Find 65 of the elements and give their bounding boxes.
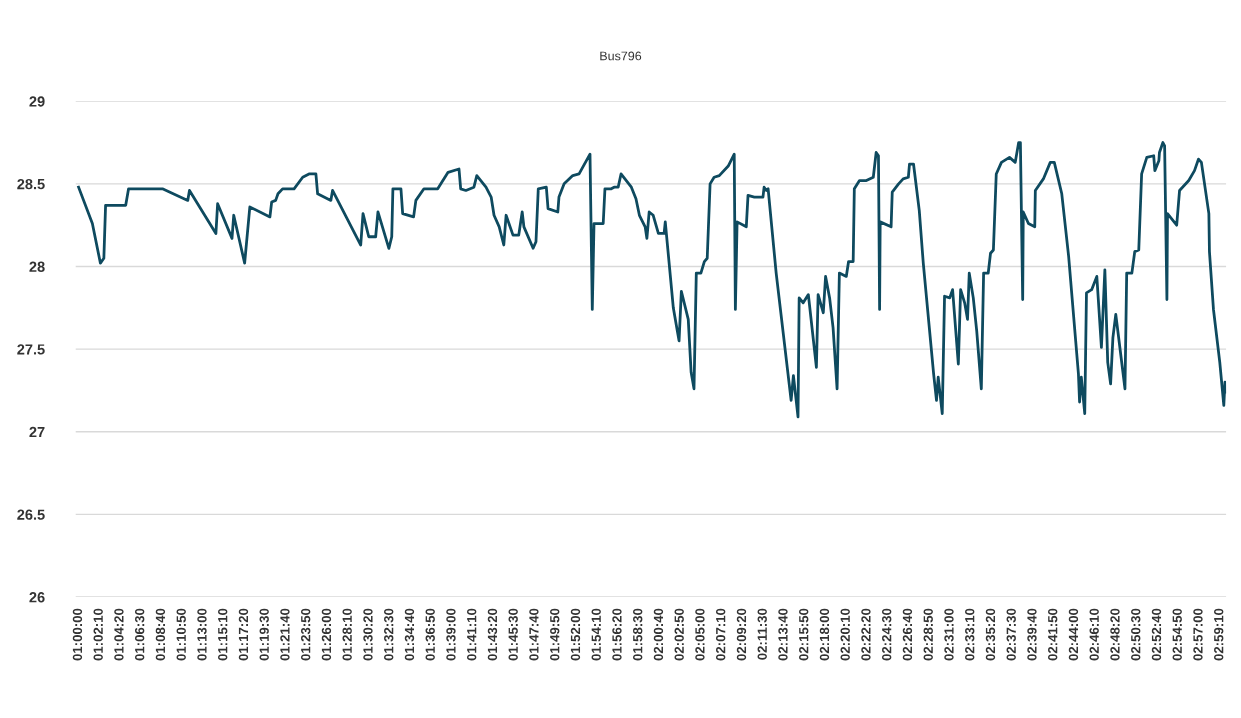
x-tick-label: 01:00:00 (72, 608, 83, 661)
x-tick-label: 01:49:50 (550, 608, 560, 661)
x-tick-label: 02:13:40 (778, 608, 788, 661)
x-tick-label: 01:54:10 (591, 608, 601, 661)
x-tick-label: 01:17:20 (238, 608, 249, 661)
chart-title: Bus796 (600, 51, 642, 61)
x-tick-label: 02:50:30 (1131, 608, 1141, 661)
x-tick-label: 01:36:50 (425, 608, 435, 661)
line-series (77, 141, 1227, 419)
x-tick-label: 02:35:20 (985, 608, 996, 661)
x-tick-label: 02:22:20 (861, 608, 871, 661)
x-tick-label: 01:58:30 (633, 608, 643, 661)
x-tick-label: 01:21:40 (280, 608, 290, 661)
x-tick-label: 01:32:30 (384, 608, 394, 661)
x-tick-label: 02:37:30 (1006, 608, 1016, 661)
x-tick-label: 01:43:20 (487, 608, 498, 661)
y-tick-label: 26.5 (17, 509, 45, 520)
x-tick-label: 02:09:20 (736, 608, 747, 661)
x-tick-label: 02:20:10 (840, 608, 850, 661)
x-tick-label: 01:47:40 (529, 608, 539, 661)
x-tick-label: 01:41:10 (467, 608, 477, 661)
x-tick-label: 01:04:20 (114, 608, 124, 661)
y-tick-label: 27.5 (17, 344, 45, 355)
x-tick-label: 01:52:00 (570, 608, 581, 661)
x-tick-label: 01:56:20 (612, 608, 622, 661)
y-tick-label: 28.5 (17, 178, 45, 190)
x-tick-label: 02:07:10 (716, 608, 726, 661)
x-tick-label: 01:39:00 (446, 608, 456, 661)
x-tick-label: 02:59:10 (1214, 608, 1224, 661)
x-tick-label: 01:28:10 (342, 608, 352, 661)
y-tick-label: 28 (29, 261, 45, 272)
x-tick-label: 02:05:00 (695, 608, 705, 661)
x-tick-label: 01:30:20 (363, 608, 373, 661)
x-tick-label: 02:15:50 (799, 608, 809, 661)
x-tick-label: 02:41:50 (1048, 608, 1058, 661)
x-tick-label: 02:57:00 (1193, 608, 1203, 661)
x-tick-label: 02:26:40 (902, 608, 913, 661)
x-tick-label: 02:18:00 (819, 608, 830, 661)
x-tick-label: 02:24:30 (882, 608, 892, 661)
x-tick-label: 01:06:30 (135, 608, 145, 661)
x-tick-label: 01:45:30 (508, 608, 518, 661)
x-tick-label: 02:48:20 (1110, 608, 1120, 661)
x-tick-label: 02:39:40 (1027, 608, 1037, 661)
x-tick-label: 02:11:30 (757, 608, 767, 660)
x-tick-label: 01:08:40 (155, 608, 166, 661)
x-tick-label: 01:26:00 (321, 608, 332, 661)
y-tick-label: 26 (29, 592, 45, 603)
x-tick-label: 02:00:40 (653, 608, 664, 661)
x-tick-label: 01:34:40 (404, 608, 415, 661)
x-tick-label: 02:02:50 (674, 608, 684, 661)
x-tick-label: 01:10:50 (176, 608, 186, 661)
x-tick-label: 02:52:40 (1151, 608, 1162, 661)
x-tick-label: 01:02:10 (93, 608, 103, 661)
x-tick-label: 02:54:50 (1172, 608, 1182, 661)
x-tick-label: 01:15:10 (218, 608, 228, 661)
y-tick-label: 29 (29, 96, 45, 107)
x-tick-label: 02:33:10 (965, 608, 975, 661)
x-tick-label: 01:23:50 (301, 608, 311, 661)
x-tick-label: 02:28:50 (923, 608, 933, 661)
x-tick-label: 02:46:10 (1089, 608, 1099, 661)
x-tick-label: 02:31:00 (944, 608, 954, 661)
y-tick-label: 27 (29, 426, 45, 438)
x-tick-label: 01:19:30 (259, 608, 269, 661)
x-tick-label: 02:44:00 (1068, 608, 1079, 661)
x-tick-label: 01:13:00 (197, 608, 207, 661)
